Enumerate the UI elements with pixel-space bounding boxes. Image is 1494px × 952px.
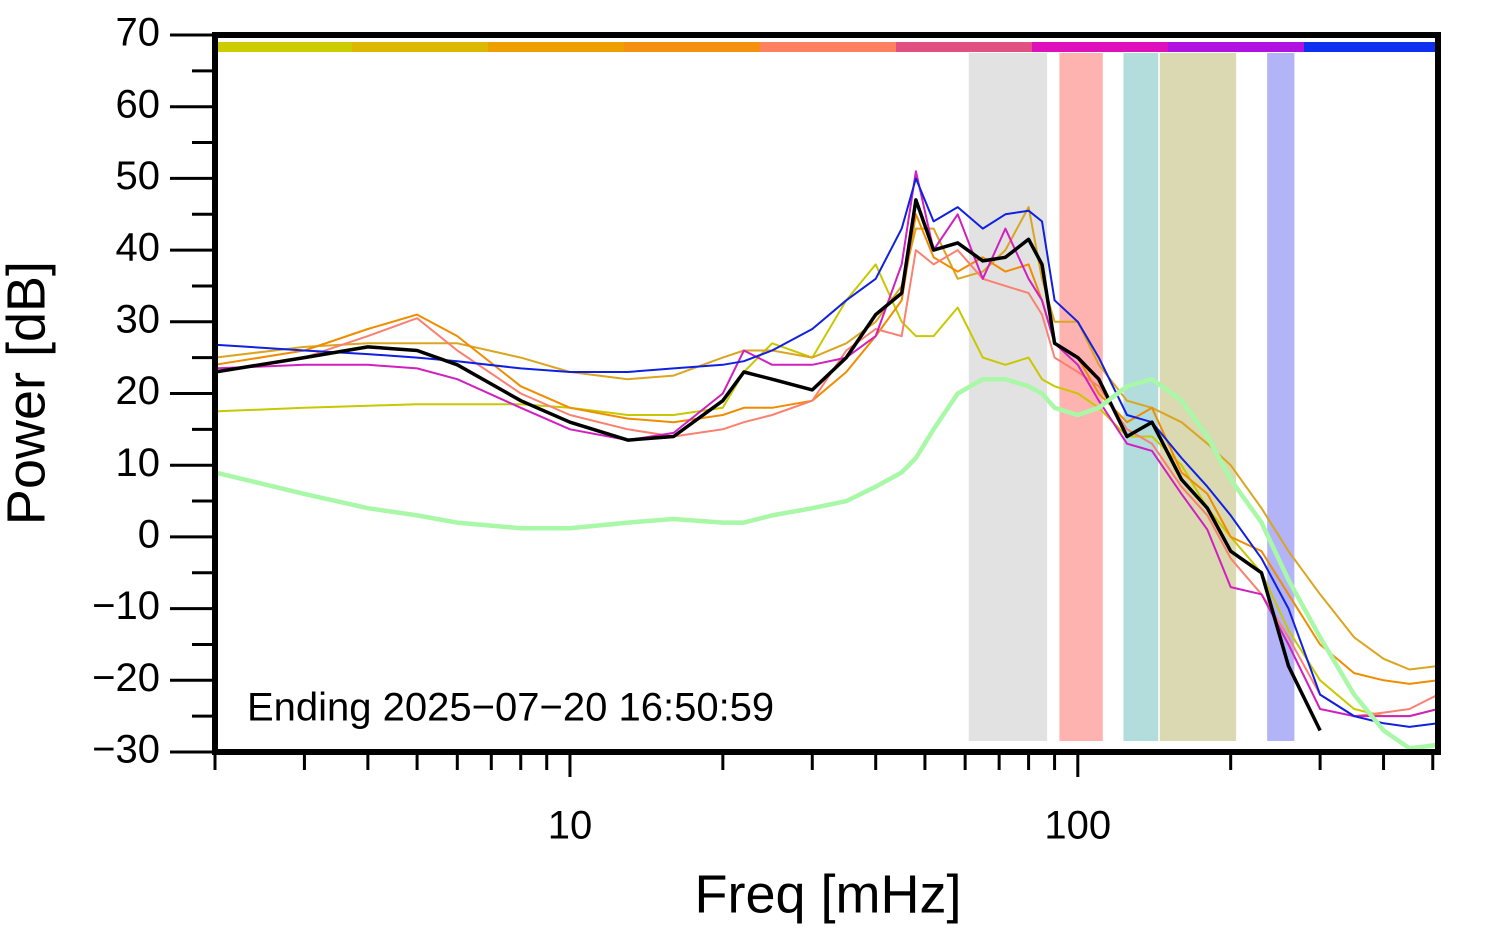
x-tick-label: 100 <box>1044 804 1111 848</box>
y-tick-label: 10 <box>116 441 161 485</box>
axes: −30 −20 −10 0 10 20 30 40 50 60 70 10 100 <box>92 11 1435 848</box>
spectrum-line <box>215 177 1438 728</box>
y-tick-label: 30 <box>116 297 161 341</box>
color-segment <box>1304 42 1438 52</box>
color-segment <box>352 42 488 52</box>
color-segment <box>215 42 352 52</box>
frequency-band <box>968 53 1048 741</box>
y-tick-label: 50 <box>116 154 161 198</box>
y-tick-label: 20 <box>116 369 161 413</box>
spectrum-line <box>215 376 1438 751</box>
y-tick-label: 0 <box>138 512 160 556</box>
y-tick-label: 70 <box>116 11 161 55</box>
y-tick-label: −30 <box>92 728 160 772</box>
y-tick-label: 60 <box>116 82 161 126</box>
y-axis-label: Power [dB] <box>0 261 56 525</box>
y-tick-label: −10 <box>92 584 160 628</box>
time-color-bar <box>215 42 1438 52</box>
frequency-band <box>1159 53 1237 741</box>
spectrum-line <box>215 170 1438 718</box>
x-axis-label: Freq [mHz] <box>694 864 961 924</box>
color-segment <box>1032 42 1168 52</box>
frequency-band <box>1123 53 1159 741</box>
color-segment <box>1168 42 1304 52</box>
lines <box>215 170 1438 751</box>
spectrum-line <box>215 198 1322 732</box>
x-tick-label: 10 <box>548 804 593 848</box>
y-tick-label: 40 <box>116 226 161 270</box>
spectrum-line <box>215 249 1438 718</box>
annotation: Ending 2025−07−20 16:50:59 <box>247 686 774 730</box>
color-segment <box>896 42 1032 52</box>
color-segment <box>760 42 896 52</box>
bands <box>968 53 1295 741</box>
color-segment <box>624 42 760 52</box>
spectrum-line <box>215 206 1438 671</box>
color-segment <box>488 42 624 52</box>
y-tick-label: −20 <box>92 656 160 700</box>
